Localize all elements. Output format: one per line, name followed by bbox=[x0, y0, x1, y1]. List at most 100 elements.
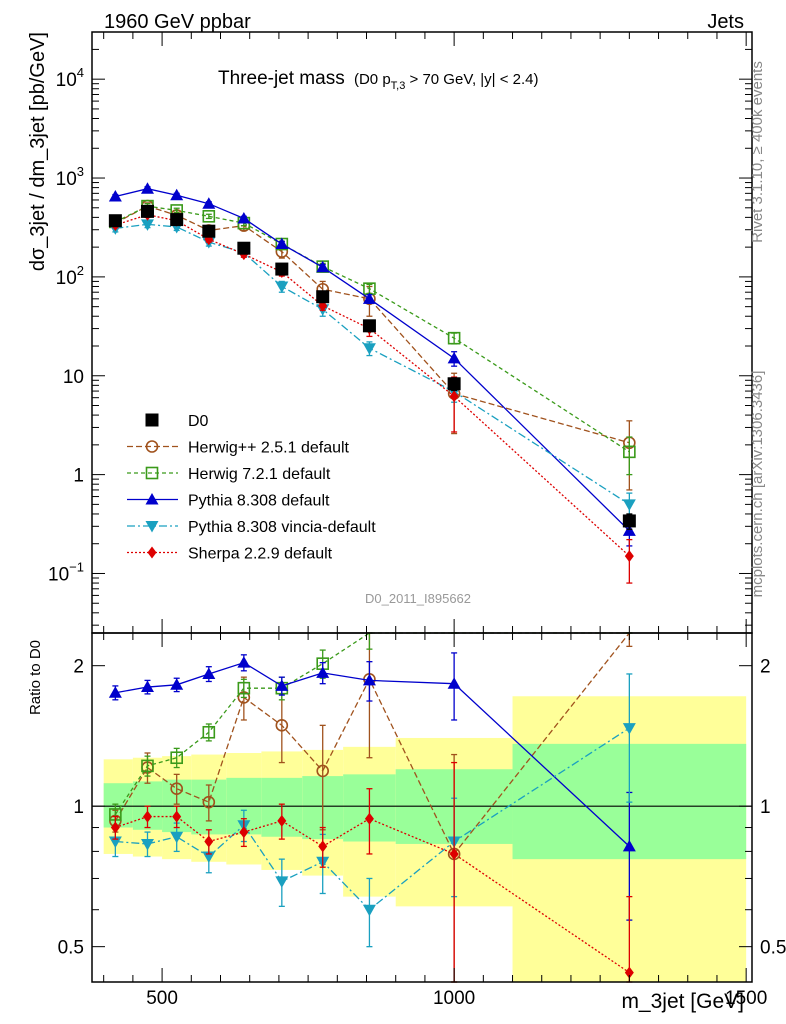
main-panel-markers bbox=[108, 182, 636, 584]
ratio-point-sherpa-8 bbox=[449, 847, 459, 860]
ratio-point-sherpa-3 bbox=[204, 835, 214, 848]
ratio-point-vincia-5 bbox=[275, 876, 289, 888]
main-point-sherpa-9 bbox=[624, 550, 634, 563]
x-axis-label: m_3jet [GeV] bbox=[621, 990, 744, 1013]
ratio-point-pythia-8 bbox=[447, 677, 461, 689]
ratio-point-vincia-9 bbox=[622, 723, 636, 735]
main-point-vincia-5 bbox=[275, 281, 289, 293]
main-point-vincia-9 bbox=[622, 499, 636, 511]
legend-label-data: D0 bbox=[188, 413, 209, 430]
band-inner-0 bbox=[103, 783, 133, 828]
main-point-herwig7-9 bbox=[623, 445, 636, 459]
main-frame bbox=[91, 31, 753, 634]
tick-base: 10 bbox=[56, 268, 77, 289]
main-point-data-0 bbox=[108, 214, 122, 228]
main-point-pythia-9 bbox=[622, 524, 636, 536]
main-point-pythia-5 bbox=[275, 237, 289, 250]
main-point-data-3 bbox=[202, 224, 216, 238]
ratio-line-herwigpp bbox=[114, 632, 630, 856]
main-ytick-label: 1 bbox=[73, 466, 84, 487]
title-sub-prefix: (D0 p bbox=[354, 71, 391, 88]
main-point-pythia-6 bbox=[316, 260, 330, 273]
main-line-pythia bbox=[115, 188, 630, 532]
ratio-point-pythia-9 bbox=[622, 839, 636, 852]
main-point-vincia-7 bbox=[362, 343, 376, 355]
tick-exponent: 2 bbox=[77, 263, 84, 278]
main-point-data-7 bbox=[362, 319, 376, 333]
ratio-point-pythia-7 bbox=[362, 673, 376, 686]
tick-base: 10 bbox=[56, 169, 77, 190]
ratio-ytick-label-left: 2 bbox=[73, 657, 84, 678]
ratio-line-herwig7 bbox=[114, 632, 630, 815]
ratio-point-herwig7-4 bbox=[237, 681, 251, 695]
ratio-point-herwig7-3 bbox=[202, 725, 216, 739]
main-line-herwig7 bbox=[115, 205, 630, 453]
legend-label-herwig7: Herwig 7.2.1 default bbox=[188, 466, 331, 483]
title-sub-index: T,3 bbox=[391, 80, 406, 92]
ratio-point-pythia-1 bbox=[140, 680, 154, 693]
ratio-point-vincia-2 bbox=[170, 831, 184, 844]
ratio-point-sherpa-4 bbox=[239, 826, 249, 839]
main-y-axis-label: dσ_3jet / dm_3jet [pb/GeV] bbox=[27, 32, 49, 271]
main-point-vincia-1 bbox=[140, 219, 154, 231]
main-point-pythia-1 bbox=[140, 182, 154, 194]
plot-title: Three-jet mass (D0 pT,3 > 70 GeV, |y| < … bbox=[218, 68, 539, 92]
header-left: 1960 GeV ppbar bbox=[104, 11, 251, 33]
ratio-point-vincia-7 bbox=[362, 904, 376, 917]
ratio-line-sherpa bbox=[115, 815, 630, 974]
ratio-point-pythia-3 bbox=[202, 667, 216, 679]
main-point-pythia-7 bbox=[362, 292, 376, 304]
main-ytick-label: 102 bbox=[56, 263, 84, 289]
legend-label-herwigpp: Herwig++ 2.5.1 default bbox=[188, 440, 350, 457]
main-point-data-2 bbox=[170, 213, 184, 227]
xtick-label: 1000 bbox=[433, 988, 475, 1009]
ratio-point-sherpa-0 bbox=[110, 821, 120, 834]
ratio-panel-markers bbox=[92, 632, 752, 983]
main-point-data-4 bbox=[237, 241, 251, 255]
xtick-label: 500 bbox=[146, 988, 178, 1009]
ratio-point-vincia-3 bbox=[202, 851, 216, 864]
main-point-data-6 bbox=[316, 290, 330, 304]
tick-base: 10 bbox=[56, 70, 77, 91]
ratio-ytick-label-left: 1 bbox=[73, 797, 84, 818]
ratio-point-pythia-2 bbox=[170, 678, 184, 690]
ratio-point-pythia-6 bbox=[316, 666, 330, 678]
main-point-pythia-0 bbox=[108, 190, 122, 202]
main-point-pythia-4 bbox=[237, 211, 251, 224]
main-point-data-9 bbox=[622, 514, 636, 528]
main-point-pythia-8 bbox=[447, 351, 461, 364]
title-main: Three-jet mass bbox=[218, 68, 345, 89]
legend-marker-herwig7 bbox=[145, 466, 159, 480]
ratio-ytick-label-right: 2 bbox=[760, 657, 771, 678]
ratio-line-pythia bbox=[115, 661, 630, 847]
main-ytick-label: 10 bbox=[63, 367, 84, 388]
main-point-pythia-2 bbox=[170, 188, 184, 201]
ratio-line-vincia bbox=[115, 727, 630, 911]
main-line-sherpa bbox=[115, 214, 630, 557]
side-label-bottom: mcplots.cern.ch [arXiv:1306.3436] bbox=[749, 371, 766, 598]
xtick-label: 1500 bbox=[725, 988, 767, 1009]
main-ytick-label: 104 bbox=[56, 65, 84, 91]
main-point-herwig7-8 bbox=[447, 331, 461, 345]
header-right: Jets bbox=[707, 11, 744, 33]
ratio-ytick-label-left: 0.5 bbox=[58, 938, 84, 959]
legend-label-sherpa: Sherpa 2.2.9 default bbox=[188, 546, 333, 563]
main-ytick-label: 103 bbox=[56, 164, 84, 190]
legend: D0 Herwig++ 2.5.1 default Herwig 7.2.1 def… bbox=[127, 413, 376, 563]
legend-label-vincia: Pythia 8.308 vincia-default bbox=[188, 519, 376, 536]
main-point-data-8 bbox=[447, 377, 461, 391]
tick-exponent: 4 bbox=[77, 65, 84, 80]
ratio-point-sherpa-2 bbox=[172, 810, 182, 823]
legend-marker-data bbox=[145, 413, 159, 427]
main-point-data-1 bbox=[140, 204, 154, 218]
ratio-point-sherpa-1 bbox=[142, 810, 152, 823]
main-point-pythia-3 bbox=[202, 197, 216, 209]
ratio-point-herwigpp-3 bbox=[202, 795, 216, 809]
tick-exponent: 3 bbox=[77, 164, 84, 179]
ratio-point-herwigpp-2 bbox=[170, 782, 183, 796]
main-point-data-5 bbox=[275, 262, 289, 276]
legend-label-pythia: Pythia 8.308 default bbox=[188, 493, 330, 510]
ratio-point-herwigpp-5 bbox=[275, 719, 289, 732]
